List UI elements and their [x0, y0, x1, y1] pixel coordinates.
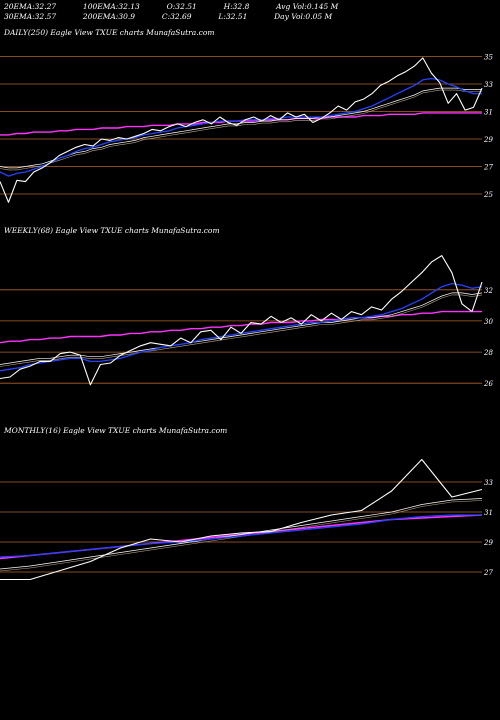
header-row-2: 30EMA:32.57 200EMA:30.9 C:32.69 L:32.51 … — [4, 12, 332, 21]
day-vol-label: Day Vol: — [274, 12, 306, 21]
open-value: 32.51 — [175, 2, 197, 11]
monthly-ema-short-line — [0, 514, 482, 558]
daily-ytick-label: 31 — [484, 109, 493, 117]
ema100-value: 32.13 — [118, 2, 140, 11]
ema30-label: 30EMA: — [4, 12, 35, 21]
daily-ytick-label: 29 — [483, 136, 493, 144]
daily-ytick-label: 35 — [484, 54, 493, 62]
close-value: 32.69 — [170, 12, 192, 21]
monthly-ytick-label: 27 — [483, 569, 493, 577]
high-value: 32.8 — [232, 2, 250, 11]
daily-ytick-label: 33 — [484, 81, 493, 89]
weekly-ema-mid-shadow-line — [0, 294, 483, 367]
monthly-chart-title: MONTHLY(16) Eagle View TXUE charts Munaf… — [4, 426, 228, 435]
avg-vol-value: 0.145 M — [306, 2, 339, 11]
daily-ema-long-line — [0, 112, 482, 136]
daily-ema-mid-shadow-line — [0, 89, 482, 171]
low-label: L: — [218, 12, 226, 21]
daily-ema-short-line — [0, 77, 482, 177]
ema100-label: 100EMA: — [82, 2, 119, 11]
monthly-ytick-label: 29 — [483, 539, 493, 547]
weekly-ema-mid-line — [0, 292, 483, 365]
weekly-ema-short-line — [0, 282, 483, 372]
monthly-ytick-label: 33 — [484, 479, 493, 487]
ema20-value: 32.27 — [34, 2, 57, 11]
ema200-value: 30.9 — [118, 12, 136, 21]
ema30-value: 32.57 — [34, 12, 57, 21]
monthly-ytick-label: 31 — [484, 509, 493, 517]
daily-ytick-label: 25 — [483, 191, 493, 199]
daily-ytick-label: 27 — [483, 164, 493, 172]
daily-chart-title: DAILY(250) Eagle View TXUE charts Munafa… — [4, 28, 215, 37]
weekly-ytick-label: 30 — [484, 318, 493, 326]
header-row-1: 20EMA:32.27 100EMA:32.13 O:32.51 H:32.8 … — [4, 2, 338, 11]
avg-vol-label: Avg Vol: — [276, 2, 307, 11]
weekly-price-line — [0, 255, 483, 386]
day-vol-value: 0.05 M — [305, 12, 333, 21]
weekly-ytick-label: 28 — [483, 349, 493, 357]
weekly-ema-long-line — [0, 310, 482, 344]
open-label: O: — [166, 2, 176, 11]
monthly-ema-mid-line — [0, 498, 483, 570]
weekly-ytick-label: 32 — [484, 287, 493, 295]
close-label: C: — [161, 12, 171, 21]
ema20-label: 20EMA: — [4, 2, 35, 11]
weekly-chart-title: WEEKLY(68) Eagle View TXUE charts Munafa… — [4, 226, 220, 235]
high-label: H: — [223, 2, 233, 11]
low-value: 32.51 — [225, 12, 248, 21]
daily-price-line — [0, 57, 483, 203]
weekly-ytick-label: 26 — [483, 380, 493, 388]
monthly-price-line — [0, 458, 483, 581]
ema200-label: 200EMA: — [82, 12, 119, 21]
